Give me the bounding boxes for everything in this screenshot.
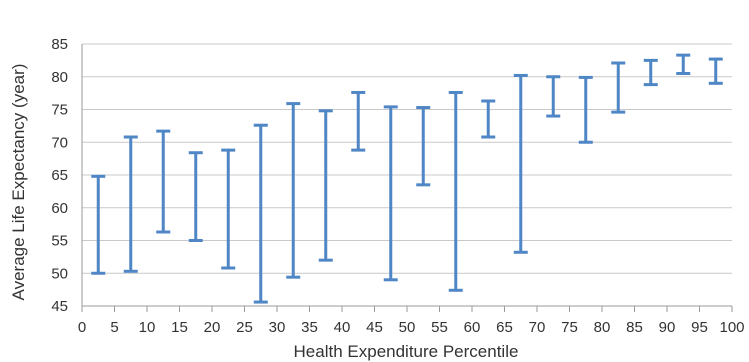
range-bar [611, 61, 626, 114]
x-tick-label: 30 [269, 319, 286, 336]
y-axis-title: Average Life Expectancy (year) [9, 64, 28, 301]
x-tick-label: 0 [78, 319, 86, 336]
x-tick-label: 95 [691, 319, 708, 336]
x-tick-label: 10 [139, 319, 156, 336]
range-bar [123, 135, 138, 273]
y-tick-label: 60 [51, 200, 68, 217]
range-bar [643, 58, 658, 87]
range-bar [188, 151, 203, 242]
range-bar [253, 123, 268, 304]
x-tick-label: 40 [334, 319, 351, 336]
y-tick-label: 70 [51, 134, 68, 151]
range-bar [416, 106, 431, 187]
gridlines [82, 43, 732, 274]
x-tick-label: 65 [496, 319, 513, 336]
range-bar [156, 129, 171, 234]
range-bar [318, 109, 333, 262]
x-tick-label: 20 [204, 319, 221, 336]
range-bar [481, 99, 496, 139]
x-tick-label: 25 [236, 319, 253, 336]
x-tick-label: 55 [431, 319, 448, 336]
range-bar [91, 174, 106, 275]
y-tick-label: 75 [51, 102, 68, 119]
range-bar [448, 90, 463, 292]
range-bar [676, 53, 691, 75]
range-bar [351, 90, 366, 152]
x-tick-label: 50 [399, 319, 416, 336]
x-tick-label: 15 [171, 319, 188, 336]
x-tick-label: 90 [659, 319, 676, 336]
x-tick-label: 80 [594, 319, 611, 336]
axes [81, 44, 733, 312]
x-tick-label: 70 [529, 319, 546, 336]
y-tick-label: 80 [51, 69, 68, 86]
x-tick-label: 100 [719, 319, 744, 336]
x-tick-label: 85 [626, 319, 643, 336]
range-bar [221, 148, 236, 270]
y-tick-label: 65 [51, 167, 68, 184]
y-tick-label: 85 [51, 36, 68, 53]
y-tick-label: 45 [51, 298, 68, 315]
x-tick-labels: 0 5 10 15 20 25 30 35 40 45 50 55 60 65 70 75 80 85 90 95 10… [78, 319, 745, 336]
y-tick-label: 50 [51, 265, 68, 282]
x-tick-label: 35 [301, 319, 318, 336]
range-bar [546, 75, 561, 118]
y-tick-labels: 45 50 55 60 65 70 75 80 85 [51, 36, 68, 315]
range-bar [578, 75, 593, 144]
range-bars [91, 53, 723, 304]
range-bar [708, 57, 723, 85]
x-tick-label: 5 [110, 319, 118, 336]
range-bar [286, 102, 301, 279]
range-bar [513, 73, 528, 254]
range-bar [383, 105, 398, 282]
x-axis-title: Health Expenditure Percentile [294, 342, 519, 361]
x-tick-label: 75 [561, 319, 578, 336]
x-tick-label: 45 [366, 319, 383, 336]
y-tick-label: 55 [51, 233, 68, 250]
x-tick-label: 60 [464, 319, 481, 336]
